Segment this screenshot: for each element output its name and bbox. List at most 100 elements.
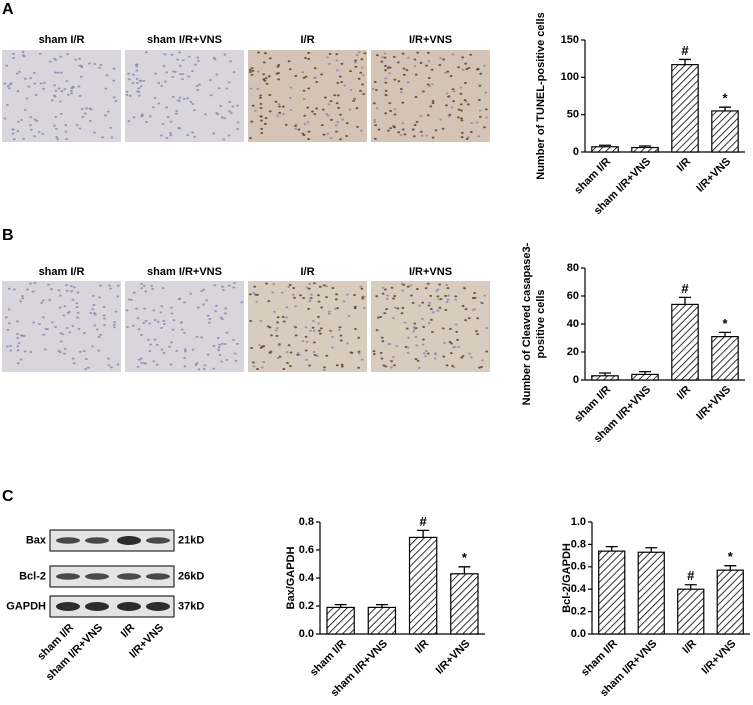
cell	[218, 353, 222, 356]
cell	[208, 317, 212, 320]
cell	[151, 287, 155, 290]
cell	[392, 297, 395, 300]
cell	[350, 351, 354, 354]
cell	[153, 96, 157, 99]
cell	[79, 75, 83, 78]
cell	[8, 322, 11, 325]
cell	[265, 282, 268, 285]
cell	[98, 66, 101, 69]
cell	[448, 340, 452, 343]
cell	[268, 94, 272, 97]
cell	[32, 321, 36, 324]
cell	[65, 284, 68, 287]
cell	[223, 53, 227, 56]
cell	[353, 294, 356, 297]
cell	[155, 363, 159, 366]
cell	[313, 113, 317, 116]
cell	[454, 323, 458, 326]
y-axis-label: positive cells	[535, 289, 547, 358]
cell	[373, 121, 377, 124]
cell	[339, 339, 343, 342]
blot-band	[56, 602, 80, 611]
cell	[31, 290, 35, 293]
cell	[112, 96, 116, 99]
cell	[397, 80, 401, 83]
cell	[161, 122, 165, 125]
cell	[136, 365, 140, 368]
cell	[134, 63, 138, 66]
cell	[307, 287, 311, 290]
cell	[168, 345, 171, 348]
cell	[75, 123, 79, 126]
bar	[637, 551, 665, 635]
cell	[317, 294, 320, 297]
cell	[311, 326, 315, 329]
cell	[137, 328, 141, 331]
cell	[468, 352, 471, 355]
cell	[301, 132, 305, 135]
cell	[262, 360, 266, 363]
cell	[449, 75, 453, 78]
cell	[8, 83, 12, 86]
cell	[460, 131, 464, 134]
cell	[53, 94, 56, 97]
x-tick-label: I/R+VNS	[434, 638, 473, 677]
significance-mark: #	[420, 514, 428, 529]
cell	[34, 93, 38, 96]
cell	[298, 353, 301, 356]
cell	[20, 295, 24, 298]
cell	[345, 134, 349, 137]
cell	[140, 113, 144, 116]
cell	[327, 312, 331, 315]
cell	[225, 331, 229, 334]
cell	[249, 137, 252, 140]
cell	[444, 294, 447, 297]
cell	[249, 319, 253, 322]
cell	[67, 93, 70, 96]
cell	[58, 100, 62, 103]
cell	[436, 309, 440, 312]
cell	[263, 122, 267, 125]
cell	[437, 298, 441, 301]
cell	[336, 121, 340, 124]
cell	[393, 126, 396, 129]
cell	[216, 336, 220, 339]
cell	[278, 105, 281, 108]
cell	[227, 284, 231, 287]
protein-label: Bax	[26, 534, 47, 546]
cell	[406, 285, 410, 288]
cell	[259, 94, 263, 97]
cell	[165, 106, 169, 109]
cell	[413, 328, 416, 331]
cell	[83, 112, 87, 115]
cell	[459, 86, 463, 89]
cell	[114, 99, 118, 102]
cell	[338, 326, 342, 329]
cell	[29, 282, 32, 285]
cell	[137, 87, 141, 90]
cell	[78, 57, 82, 60]
y-tick-label: 100	[561, 71, 579, 83]
cell	[181, 78, 184, 81]
size-label: 26kD	[178, 570, 204, 582]
cell	[125, 90, 129, 93]
cell	[266, 325, 270, 328]
micrograph	[125, 50, 244, 142]
cell	[228, 110, 231, 113]
cell	[405, 69, 409, 72]
cell	[379, 315, 383, 318]
y-tick-label: 150	[561, 34, 579, 46]
blot-band	[146, 537, 170, 544]
cell	[181, 73, 185, 76]
cell	[357, 366, 360, 369]
cell	[406, 81, 410, 84]
cell	[281, 315, 285, 318]
cell	[56, 71, 60, 74]
cell	[196, 88, 200, 91]
cell	[162, 323, 166, 326]
cell	[347, 314, 351, 317]
cell	[335, 53, 339, 56]
cell	[425, 64, 428, 67]
cell	[251, 104, 255, 107]
cell	[55, 127, 58, 130]
